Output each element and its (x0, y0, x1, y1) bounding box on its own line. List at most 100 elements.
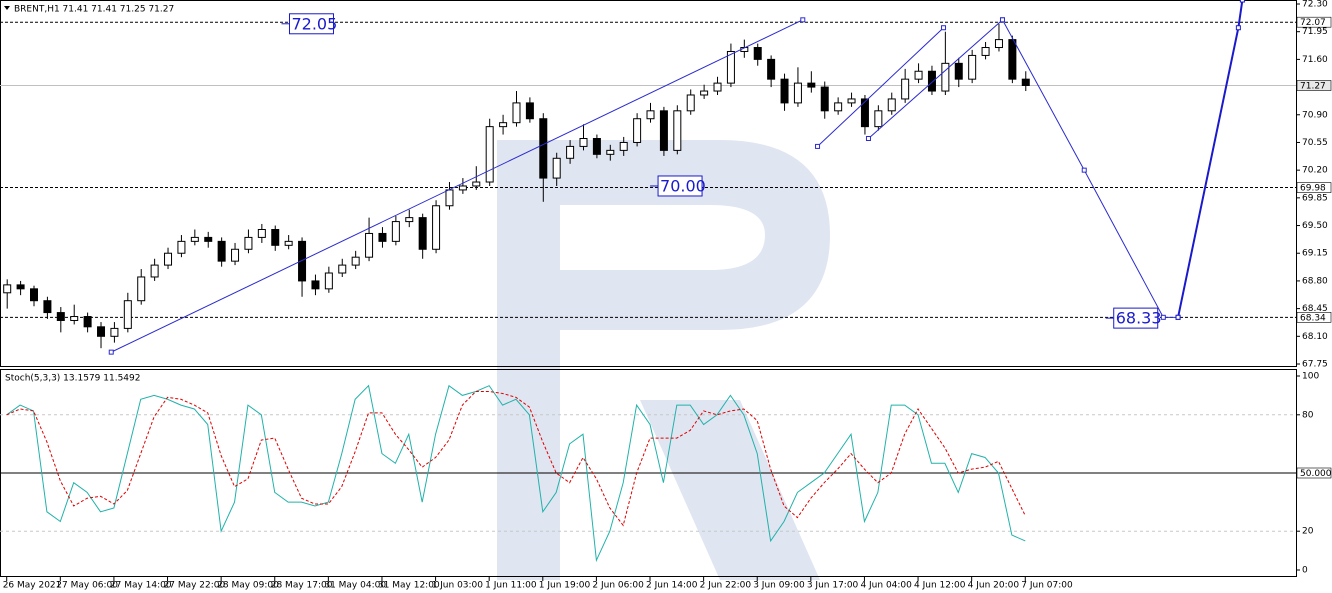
x-tick-label: 4 Jun 20:00 (968, 581, 1020, 591)
y-tick-label: 68.10 (1302, 332, 1328, 342)
candle-body (673, 110, 682, 151)
candle-body (646, 110, 655, 120)
candle-body (257, 228, 266, 238)
trend-point (865, 136, 871, 142)
x-tick-label: 1 Jun 11:00 (485, 581, 537, 591)
candle-body (418, 217, 427, 250)
y-tick-label: 67.75 (1302, 360, 1328, 370)
candle-body (552, 157, 561, 179)
candle-body (606, 149, 615, 155)
candle-body (244, 236, 253, 250)
candle-body (284, 240, 293, 246)
candle-body (83, 316, 92, 328)
level-label: 50.0000 (1300, 469, 1332, 479)
candle-body (726, 50, 735, 84)
candle-body (123, 300, 132, 329)
x-tick-label: 2 Jun 14:00 (646, 581, 698, 591)
trend-point (800, 17, 806, 23)
candle-body (16, 284, 25, 290)
trend-line (1177, 0, 1244, 318)
x-tick-label: 27 May 22:00 (164, 581, 226, 591)
candle-body (713, 82, 722, 92)
x-tick-label: 31 May 12:00 (378, 581, 440, 591)
level-label: 72.07 (1300, 18, 1326, 28)
candle-body (472, 181, 481, 187)
y-tick-label: 72.30 (1302, 0, 1328, 10)
candle-body (659, 110, 668, 151)
x-tick-label: 26 May 2021 (3, 581, 62, 591)
level-box (1296, 16, 1332, 28)
candle-body (43, 300, 52, 314)
y-tick-label: 69.85 (1302, 193, 1328, 203)
candle-body (753, 47, 762, 60)
candle-body (432, 205, 441, 250)
candle-body (860, 98, 869, 128)
candle-body (847, 98, 856, 104)
candle-body (338, 264, 347, 274)
candle-body (378, 232, 387, 242)
candle-body (566, 145, 575, 159)
candle-body (512, 102, 521, 124)
stoch-line (6, 384, 1026, 563)
y-tick-label: 68.45 (1302, 304, 1328, 314)
y-tick-label: 20 (1302, 527, 1314, 537)
y-tick-label: 100 (1302, 372, 1319, 382)
candle-body (700, 90, 709, 96)
candle-body (298, 240, 307, 282)
x-tick-label: 1 Jun 03:00 (432, 581, 484, 591)
level-box (1296, 80, 1332, 91)
x-tick-label: 31 May 04:00 (324, 581, 386, 591)
candle-body (914, 70, 923, 80)
candle-body (927, 70, 936, 92)
x-tick-label: 28 May 09:00 (217, 581, 279, 591)
candle-body (177, 240, 186, 254)
y-tick-label: 70.20 (1302, 166, 1328, 176)
level-label: 68.34 (1300, 313, 1326, 323)
price-title: BRENT,H1 71.41 71.41 71.25 71.27 (14, 5, 174, 15)
candle-body (351, 256, 360, 266)
x-tick-label: 1 Jun 19:00 (539, 581, 591, 591)
y-tick-label: 80 (1302, 410, 1314, 420)
x-tick-label: 7 Jun 07:00 (1021, 581, 1073, 591)
y-tick-label: 70.90 (1302, 110, 1328, 120)
annotation-box (1113, 307, 1159, 329)
candle-body (968, 54, 977, 80)
candle-body (311, 280, 320, 290)
candle-body (767, 58, 776, 80)
candle-body (834, 102, 843, 112)
level-box (1296, 182, 1332, 193)
level-label: 71.27 (1300, 81, 1326, 91)
candle-body (686, 94, 695, 112)
y-tick-label: 69.15 (1302, 249, 1328, 259)
trend-point (1175, 314, 1181, 320)
candle-body (874, 110, 883, 128)
x-tick-label: 3 Jun 17:00 (807, 581, 859, 591)
candle-body (97, 326, 106, 337)
candle-body (458, 185, 467, 191)
trend-point (941, 25, 947, 31)
candle-body (499, 122, 508, 128)
candle-body (365, 232, 374, 258)
candle-body (941, 62, 950, 92)
x-tick-label: 3 Jun 09:00 (753, 581, 805, 591)
candle-body (56, 312, 65, 321)
candle-body (204, 236, 213, 242)
x-tick-label: 2 Jun 06:00 (592, 581, 644, 591)
trend-point (1235, 25, 1241, 31)
x-tick-label: 4 Jun 04:00 (860, 581, 912, 591)
stoch-title: Stoch(5,3,3) 13.1579 11.5492 (5, 374, 140, 384)
y-tick-label: 0 (1302, 566, 1308, 576)
candle-body (324, 272, 333, 290)
candle-body (150, 264, 159, 278)
trend-point (999, 17, 1005, 23)
candle-body (954, 62, 963, 80)
watermark-stem (497, 190, 560, 580)
level-box (1296, 312, 1332, 323)
candle-body (780, 78, 789, 104)
trend-point (1160, 314, 1166, 320)
menu-arrow (4, 6, 10, 10)
annotation-box (657, 175, 703, 197)
y-tick-label: 70.55 (1302, 138, 1328, 148)
candle-body (445, 189, 454, 207)
candle-body (807, 82, 816, 88)
